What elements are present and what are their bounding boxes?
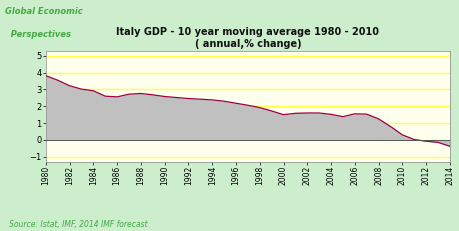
Title: Italy GDP - 10 year moving average 1980 - 2010
( annual,% change): Italy GDP - 10 year moving average 1980 … <box>117 27 379 49</box>
Text: Perspectives: Perspectives <box>5 30 71 39</box>
Text: Source: Istat, IMF, 2014 IMF forecast: Source: Istat, IMF, 2014 IMF forecast <box>9 220 148 229</box>
Text: Global Economic: Global Economic <box>5 7 82 16</box>
